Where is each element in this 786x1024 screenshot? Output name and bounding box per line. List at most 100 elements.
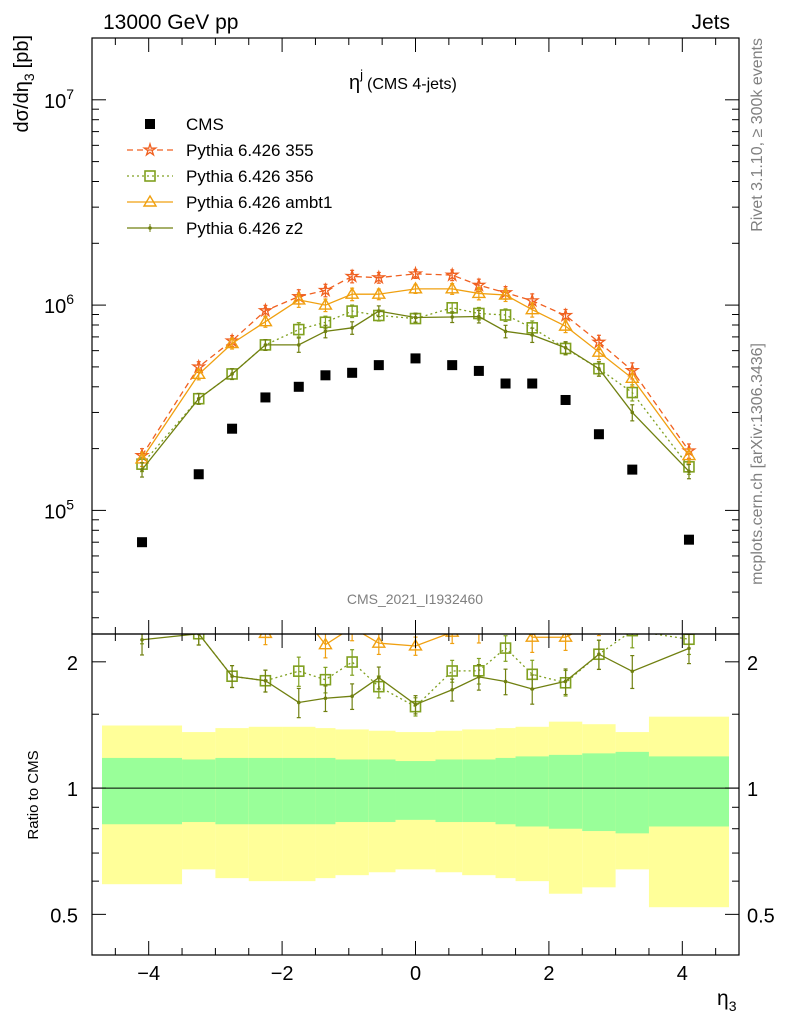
series-point-4 bbox=[323, 329, 328, 334]
series-point-4 bbox=[413, 315, 418, 320]
legend-label: Pythia 6.426 ambt1 bbox=[186, 193, 332, 212]
band-inner bbox=[495, 757, 516, 825]
main-ylabel-sub: 3 bbox=[21, 73, 37, 81]
series-point-1 bbox=[371, 269, 387, 285]
ratio-point-3 bbox=[408, 638, 423, 651]
cms-data-point bbox=[373, 360, 384, 371]
x-tick-label: 4 bbox=[677, 963, 688, 985]
series-point-3 bbox=[498, 287, 513, 300]
ratio-point-1 bbox=[683, 601, 694, 612]
x-axis-label: η3 bbox=[717, 987, 737, 1014]
y-tick-label: 107 bbox=[44, 86, 74, 113]
y-tick-label-exponent: 5 bbox=[66, 496, 74, 512]
header-right: Jets bbox=[691, 11, 730, 34]
ratio-point-1 bbox=[193, 563, 204, 574]
ratio-plot-area bbox=[92, 563, 739, 908]
ratio-point-3 bbox=[371, 635, 387, 648]
plot-title-sub: (CMS 4-jets) bbox=[367, 76, 457, 93]
series-point-4 bbox=[450, 315, 454, 319]
ratio-ylabel: Ratio to CMS bbox=[25, 750, 42, 839]
ratio-point-4 bbox=[140, 637, 144, 642]
series-point-4 bbox=[230, 372, 234, 376]
ratio-point-4 bbox=[563, 679, 568, 684]
series-point-3 bbox=[558, 318, 573, 331]
ratio-point-3 bbox=[136, 612, 148, 622]
ratio-point-1 bbox=[473, 607, 484, 618]
series-point-1 bbox=[257, 302, 274, 318]
band-inner bbox=[182, 759, 216, 823]
ratio-point-1 bbox=[500, 596, 512, 607]
series-point-2 bbox=[499, 309, 512, 321]
series-point-4 bbox=[563, 345, 568, 350]
series-point-4 bbox=[263, 343, 268, 347]
series-point-4 bbox=[530, 333, 535, 337]
cms-data-point bbox=[260, 392, 271, 403]
series-point-1 bbox=[591, 333, 607, 349]
series-point-2 bbox=[346, 305, 358, 317]
ratio-point-4 bbox=[597, 652, 601, 657]
series-point-4 bbox=[140, 467, 144, 472]
ratio-point-3 bbox=[193, 578, 205, 588]
series-point-2 bbox=[626, 386, 639, 399]
series-point-4 bbox=[350, 326, 354, 330]
ratio-tick-label-right: 2 bbox=[747, 653, 758, 675]
ratio-tick-label-right: 0.5 bbox=[747, 905, 775, 927]
series-point-1 bbox=[317, 282, 334, 297]
ratio-point-3 bbox=[683, 610, 695, 620]
series-point-4 bbox=[503, 329, 508, 334]
legend-label: Pythia 6.426 z2 bbox=[186, 219, 303, 238]
series-point-4 bbox=[630, 410, 635, 415]
band-inner bbox=[582, 753, 616, 832]
series-point-4 bbox=[687, 469, 691, 474]
series-point-3 bbox=[258, 314, 273, 327]
ratio-point-4 bbox=[630, 669, 635, 674]
ratio-point-4 bbox=[350, 694, 354, 699]
ratio-point-4 bbox=[263, 678, 268, 683]
cms-data-point bbox=[447, 360, 458, 371]
series-point-3 bbox=[291, 292, 307, 305]
ratio-point-1 bbox=[527, 613, 538, 624]
ratio-point-1 bbox=[593, 594, 604, 605]
series-point-3 bbox=[681, 448, 697, 461]
band-inner bbox=[368, 759, 396, 823]
x-tick-label: −2 bbox=[271, 963, 294, 985]
y-tick-label-mantissa: 10 bbox=[44, 91, 66, 113]
ratio-point-3 bbox=[558, 634, 573, 642]
band-inner bbox=[102, 757, 183, 825]
series-point-3 bbox=[625, 370, 640, 383]
ratio-point-2 bbox=[346, 656, 358, 668]
y-tick-label-exponent: 6 bbox=[66, 291, 74, 307]
ratio-tick-label: 2 bbox=[67, 653, 78, 675]
series-point-4 bbox=[196, 396, 201, 401]
ratio-point-1 bbox=[260, 605, 271, 616]
ratio-point-1 bbox=[627, 580, 638, 591]
series-point-3 bbox=[524, 302, 540, 315]
legend-marker bbox=[144, 170, 156, 182]
x-axis-label-sub: 3 bbox=[729, 998, 737, 1014]
band-inner bbox=[315, 757, 336, 825]
band-inner bbox=[462, 759, 496, 823]
cms-data-point bbox=[193, 469, 204, 480]
y-tick-label-mantissa: 10 bbox=[44, 501, 66, 523]
series-point-3 bbox=[591, 344, 607, 357]
ratio-line-2 bbox=[194, 634, 690, 708]
band-inner bbox=[648, 756, 729, 827]
y-tick-label: 105 bbox=[44, 496, 74, 523]
ratio-point-1 bbox=[136, 605, 147, 616]
x-axis-label-main: η bbox=[717, 987, 729, 1010]
series-point-4 bbox=[477, 314, 481, 319]
y-tick-label-mantissa: 10 bbox=[44, 296, 66, 318]
cms-data-point bbox=[293, 381, 304, 392]
band-inner bbox=[282, 757, 316, 825]
ratio-point-3 bbox=[258, 634, 273, 639]
ratio-point-3 bbox=[524, 634, 540, 642]
band-inner bbox=[215, 757, 249, 825]
series-line-2 bbox=[141, 307, 690, 468]
series-point-3 bbox=[371, 286, 387, 299]
ratio-point-1 bbox=[320, 609, 332, 620]
series-point-3 bbox=[318, 297, 333, 310]
series-point-1 bbox=[557, 307, 574, 323]
y-tick-label: 106 bbox=[44, 291, 74, 318]
cms-data-point bbox=[347, 367, 358, 378]
